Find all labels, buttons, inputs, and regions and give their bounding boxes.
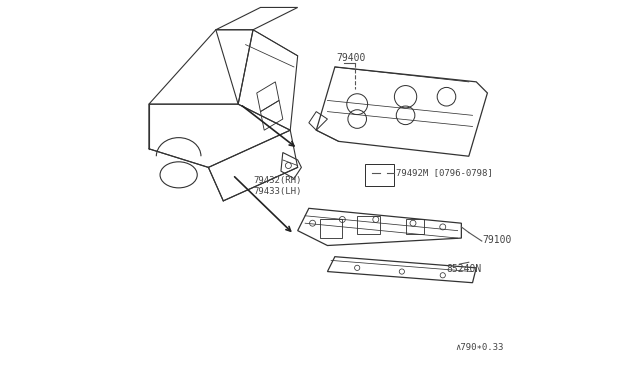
Text: 79400: 79400	[337, 53, 366, 62]
Text: 79492M [0796-0798]: 79492M [0796-0798]	[396, 169, 493, 177]
Text: 79432(RH)
79433(LH): 79432(RH) 79433(LH)	[254, 176, 302, 196]
Text: 79100: 79100	[483, 235, 512, 245]
Text: 85240N: 85240N	[447, 264, 482, 273]
Text: ∧790∗0.33: ∧790∗0.33	[456, 343, 504, 352]
